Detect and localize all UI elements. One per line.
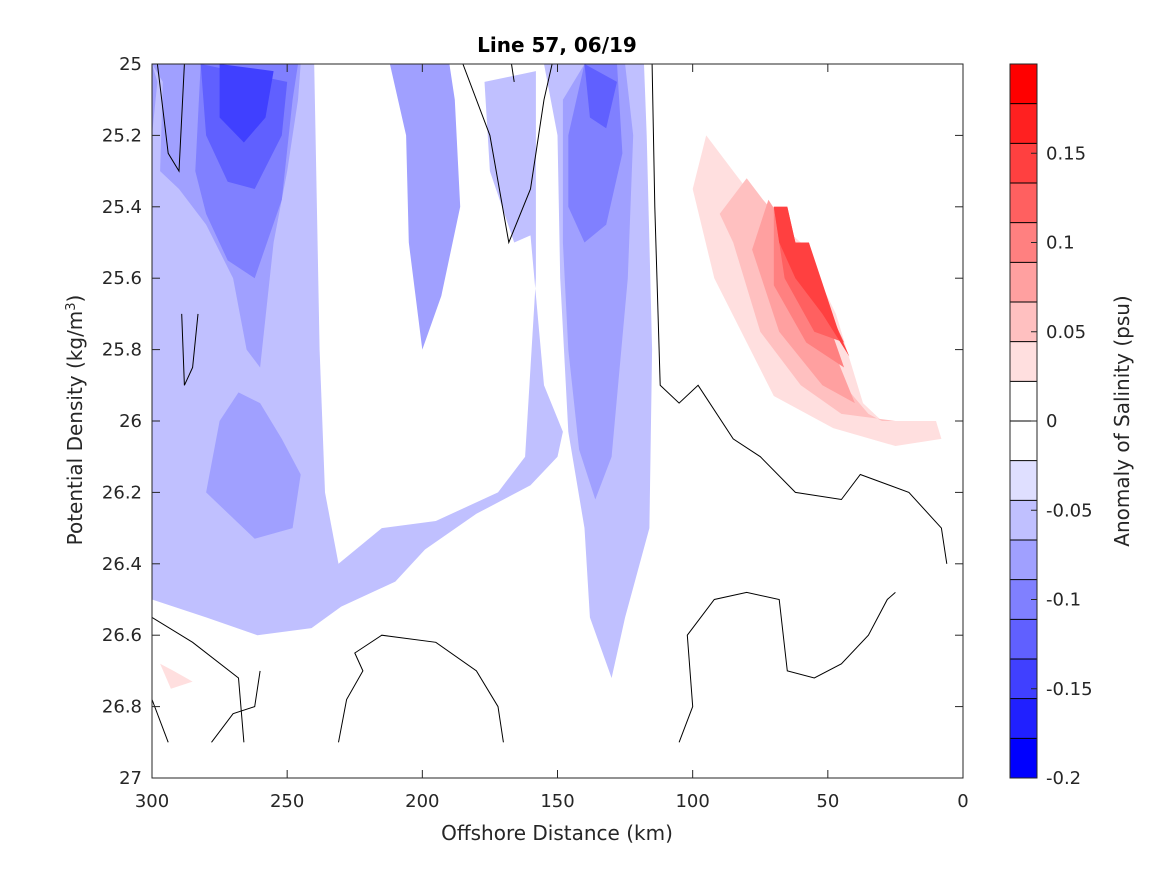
colorbar-tick-label: 0	[1046, 411, 1057, 432]
y-tick-label: 26.4	[102, 554, 142, 575]
x-tick-label: 100	[675, 791, 709, 812]
y-tick-label: 27	[119, 768, 142, 789]
y-tick-label: 25.2	[102, 125, 142, 146]
colorbar-swatch	[1010, 500, 1037, 541]
zero-contour-line	[211, 670, 261, 743]
zero-contour-line	[678, 591, 896, 743]
colorbar-tick-label: 0.05	[1046, 322, 1086, 343]
contour-region	[773, 206, 850, 357]
contour-region	[389, 64, 461, 350]
y-axis-label: Potential Density (kg/m3)	[63, 295, 87, 546]
zero-contour-line	[181, 313, 199, 386]
colorbar-swatch	[1010, 262, 1037, 303]
colorbar-frame	[1009, 63, 1038, 779]
zero-contour-line	[651, 64, 948, 564]
y-tick-label: 25.4	[102, 197, 142, 218]
colorbar-tick-label: -0.15	[1046, 679, 1093, 700]
colorbar-swatch	[1010, 540, 1037, 581]
y-tick-label: 25.8	[102, 340, 142, 361]
zero-contour-line	[338, 634, 504, 743]
contour-region	[219, 64, 274, 143]
colorbar-tick-label: 0.1	[1046, 233, 1075, 254]
colorbar-swatch	[1010, 738, 1037, 779]
y-tick-label: 26.8	[102, 697, 142, 718]
colorbar-swatch	[1010, 381, 1037, 422]
contour-region	[584, 64, 617, 129]
x-tick-label: 150	[540, 791, 574, 812]
colorbar-swatch	[1010, 460, 1037, 501]
colorbar-label: Anomaly of Salinity (psu)	[1110, 295, 1134, 546]
colorbar-swatch	[1010, 103, 1037, 144]
contour-region	[206, 392, 301, 539]
contour-lines-layer	[152, 64, 948, 743]
colorbar-tick-label: -0.05	[1046, 500, 1093, 521]
colorbar-tick-label: 0.15	[1046, 143, 1086, 164]
colorbar-tick-label: -0.2	[1046, 768, 1081, 789]
zero-contour-line	[156, 64, 185, 173]
colorbar-swatch	[1010, 421, 1037, 462]
x-tick-label: 250	[270, 791, 304, 812]
zero-contour-line	[152, 616, 245, 743]
colorbar-swatch	[1010, 143, 1037, 184]
y-tick-label: 25	[119, 54, 142, 75]
chart-title: Line 57, 06/19	[477, 33, 637, 57]
colorbar: 0.15 0.1 0.05 0 -0.05 -0.1 -0.15 -0.2	[1010, 64, 1093, 789]
colorbar-swatch	[1010, 183, 1037, 224]
x-tick-label: 0	[957, 791, 968, 812]
colorbar-swatch	[1010, 64, 1037, 105]
x-axis-label: Offshore Distance (km)	[441, 821, 673, 845]
zero-contour-line	[511, 64, 515, 82]
zero-contour-line	[462, 64, 553, 245]
colorbar-swatch	[1010, 698, 1037, 739]
y-axis-label-end: )	[63, 295, 87, 303]
colorbar-swatch	[1010, 659, 1037, 700]
colorbar-tick-label: -0.1	[1046, 590, 1081, 611]
colorbar-swatch	[1010, 341, 1037, 382]
y-tick-label: 25.6	[102, 268, 142, 289]
x-tick-label: 200	[405, 791, 439, 812]
contour-region	[152, 64, 158, 136]
x-tick-label: 300	[135, 791, 169, 812]
colorbar-swatch	[1010, 302, 1037, 343]
y-axis-label-main: Potential Density (kg/m	[63, 311, 87, 546]
contour-region	[881, 546, 899, 571]
y-tick-label: 26	[119, 411, 142, 432]
contour-region	[160, 663, 193, 689]
plot-fill-layer	[152, 64, 963, 778]
y-axis-label-sup: 3	[64, 302, 79, 310]
axis-ticks: 300 250 200 150 100 50 0 25 25.2 25.4 25.6 25.8 26 26…	[102, 54, 969, 812]
y-tick-label: 26.2	[102, 482, 142, 503]
y-tick-label: 26.6	[102, 625, 142, 646]
x-tick-label: 50	[816, 791, 839, 812]
colorbar-swatch	[1010, 619, 1037, 660]
